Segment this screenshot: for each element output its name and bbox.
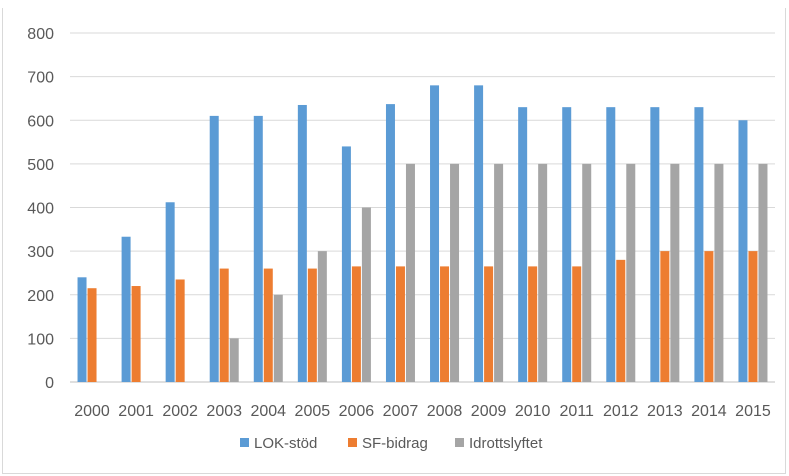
x-tick-label: 2004 xyxy=(250,403,286,420)
bar-sf-bidrag-2004 xyxy=(263,268,273,382)
bar-sf-bidrag-2000 xyxy=(87,288,97,382)
bar-sf-bidrag-2001 xyxy=(131,286,141,382)
bar-sf-bidrag-2011 xyxy=(572,266,582,382)
bar-idrottslyftet-2014 xyxy=(714,163,724,382)
x-tick-label: 2012 xyxy=(603,403,639,420)
bar-idrottslyftet-2003 xyxy=(229,338,239,382)
bar-idrottslyftet-2006 xyxy=(361,207,371,382)
legend-label: LOK-stöd xyxy=(254,435,317,452)
bar-sf-bidrag-2002 xyxy=(175,279,185,382)
bar-sf-bidrag-2010 xyxy=(528,266,538,382)
bar-idrottslyftet-2005 xyxy=(317,251,327,382)
bar-lok-st-d-2003 xyxy=(209,115,219,382)
y-axis-labels: 0 100 200 300 400 500 600 700 800 xyxy=(27,26,54,392)
bar-lok-st-d-2015 xyxy=(738,120,748,382)
y-tick-label: 0 xyxy=(45,375,54,392)
x-tick-label: 2011 xyxy=(560,403,595,420)
y-tick-label: 500 xyxy=(27,157,54,174)
x-tick-label: 2001 xyxy=(118,403,154,420)
x-tick-label: 2008 xyxy=(427,403,463,420)
bar-lok-st-d-2013 xyxy=(650,107,660,382)
y-tick-label: 100 xyxy=(27,331,54,348)
bar-sf-bidrag-2013 xyxy=(660,251,670,382)
bar-idrottslyftet-2013 xyxy=(670,163,680,382)
legend-swatch xyxy=(455,438,464,447)
bar-idrottslyftet-2009 xyxy=(494,163,504,382)
bar-lok-st-d-2005 xyxy=(297,104,307,382)
bar-lok-st-d-2006 xyxy=(341,146,351,382)
legend-swatch xyxy=(240,438,249,447)
bar-idrottslyftet-2008 xyxy=(450,163,460,382)
bar-sf-bidrag-2008 xyxy=(440,266,450,382)
y-tick-label: 300 xyxy=(27,244,54,261)
legend-label: Idrottslyftet xyxy=(469,435,543,452)
x-tick-label: 2010 xyxy=(515,403,551,420)
bar-lok-st-d-2004 xyxy=(253,115,263,382)
bar-idrottslyftet-2015 xyxy=(758,163,768,382)
bar-sf-bidrag-2007 xyxy=(395,266,405,382)
bar-sf-bidrag-2012 xyxy=(616,259,626,382)
y-tick-label: 700 xyxy=(27,70,54,87)
bar-lok-st-d-2000 xyxy=(77,277,87,382)
legend: LOK-stöd SF-bidrag Idrottslyftet xyxy=(240,435,543,452)
bar-sf-bidrag-2006 xyxy=(351,266,361,382)
bar-sf-bidrag-2009 xyxy=(484,266,494,382)
bar-lok-st-d-2007 xyxy=(385,104,395,382)
x-axis-labels: 2000 2001 2002 2003 2004 2005 2006 2007 2008 2009… xyxy=(74,403,771,420)
bar-sf-bidrag-2005 xyxy=(307,268,317,382)
bar-lok-st-d-2002 xyxy=(165,202,175,382)
x-tick-label: 2003 xyxy=(206,403,242,420)
x-tick-label: 2006 xyxy=(339,403,375,420)
bars xyxy=(77,85,768,382)
y-tick-label: 200 xyxy=(27,288,54,305)
bar-lok-st-d-2009 xyxy=(474,85,484,382)
bar-lok-st-d-2008 xyxy=(430,85,440,382)
x-tick-label: 2000 xyxy=(74,403,110,420)
x-tick-label: 2015 xyxy=(735,403,771,420)
legend-label: SF-bidrag xyxy=(362,435,428,452)
x-tick-label: 2014 xyxy=(691,403,727,420)
x-tick-label: 2007 xyxy=(383,403,419,420)
chart-frame xyxy=(2,8,786,474)
x-tick-label: 2013 xyxy=(647,403,683,420)
bar-idrottslyftet-2007 xyxy=(405,163,415,382)
bar-idrottslyftet-2004 xyxy=(273,294,283,382)
bar-lok-st-d-2014 xyxy=(694,107,704,382)
legend-swatch xyxy=(348,438,357,447)
y-tick-label: 400 xyxy=(27,201,54,218)
x-tick-label: 2005 xyxy=(295,403,331,420)
gridlines xyxy=(70,32,775,383)
bar-idrottslyftet-2012 xyxy=(626,163,636,382)
x-tick-label: 2002 xyxy=(162,403,198,420)
bar-sf-bidrag-2014 xyxy=(704,251,714,382)
bar-lok-st-d-2001 xyxy=(121,236,131,382)
bar-sf-bidrag-2003 xyxy=(219,268,229,382)
y-tick-label: 600 xyxy=(27,113,54,130)
bar-lok-st-d-2010 xyxy=(518,107,528,382)
bar-sf-bidrag-2015 xyxy=(748,251,758,382)
bar-idrottslyftet-2010 xyxy=(538,163,548,382)
bar-lok-st-d-2011 xyxy=(562,107,572,382)
y-tick-label: 800 xyxy=(27,26,54,43)
bar-idrottslyftet-2011 xyxy=(582,163,592,382)
x-tick-label: 2009 xyxy=(471,403,507,420)
bar-lok-st-d-2012 xyxy=(606,107,616,382)
